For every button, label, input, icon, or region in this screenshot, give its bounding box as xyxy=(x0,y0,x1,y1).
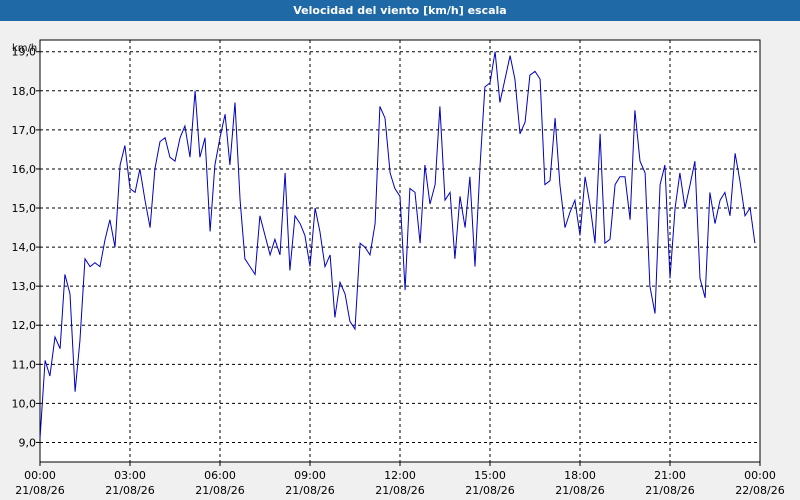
y-tick-label: 19,0 xyxy=(12,46,37,59)
y-tick-label: 17,0 xyxy=(12,124,37,137)
x-tick-date-label: 22/08/26 xyxy=(735,484,784,497)
chart-title: Velocidad del viento [km/h] escala xyxy=(0,0,800,21)
y-tick-label: 16,0 xyxy=(12,163,37,176)
x-tick-time-label: 06:00 xyxy=(204,469,236,482)
y-tick-label: 18,0 xyxy=(12,85,37,98)
x-tick-time-label: 15:00 xyxy=(474,469,506,482)
grid xyxy=(40,40,760,462)
x-tick-date-label: 21/08/26 xyxy=(375,484,424,497)
x-tick-time-label: 21:00 xyxy=(654,469,686,482)
y-tick-label: 14,0 xyxy=(12,241,37,254)
x-tick-time-label: 00:00 xyxy=(744,469,776,482)
y-tick-label: 11,0 xyxy=(12,358,37,371)
series-layer xyxy=(39,51,756,439)
x-tick-date-label: 21/08/26 xyxy=(465,484,514,497)
y-axis: 9,0 10,0 11,0 12,0 13,0 14,0 15,0 16,0 17,0 18,0 1… xyxy=(12,46,40,449)
x-tick-time-label: 03:00 xyxy=(114,469,146,482)
x-tick-time-label: 12:00 xyxy=(384,469,416,482)
x-tick-time-label: 18:00 xyxy=(564,469,596,482)
x-axis: 00:00 21/08/26 03:00 21/08/26 06:00 21/08/26 0… xyxy=(15,462,785,497)
series-line xyxy=(39,51,756,439)
x-tick-date-label: 21/08/26 xyxy=(15,484,64,497)
y-tick-label: 15,0 xyxy=(12,202,37,215)
x-tick-time-label: 09:00 xyxy=(294,469,326,482)
y-tick-label: 13,0 xyxy=(12,280,37,293)
x-tick-date-label: 21/08/26 xyxy=(645,484,694,497)
y-tick-label: 9,0 xyxy=(19,436,37,449)
x-tick-date-label: 21/08/26 xyxy=(105,484,154,497)
x-tick-time-label: 00:00 xyxy=(24,469,56,482)
x-tick-date-label: 21/08/26 xyxy=(555,484,604,497)
x-tick-date-label: 21/08/26 xyxy=(195,484,244,497)
y-axis-unit-label: km/h xyxy=(12,43,37,54)
y-tick-label: 12,0 xyxy=(12,319,37,332)
y-tick-label: 10,0 xyxy=(12,397,37,410)
x-tick-date-label: 21/08/26 xyxy=(285,484,334,497)
